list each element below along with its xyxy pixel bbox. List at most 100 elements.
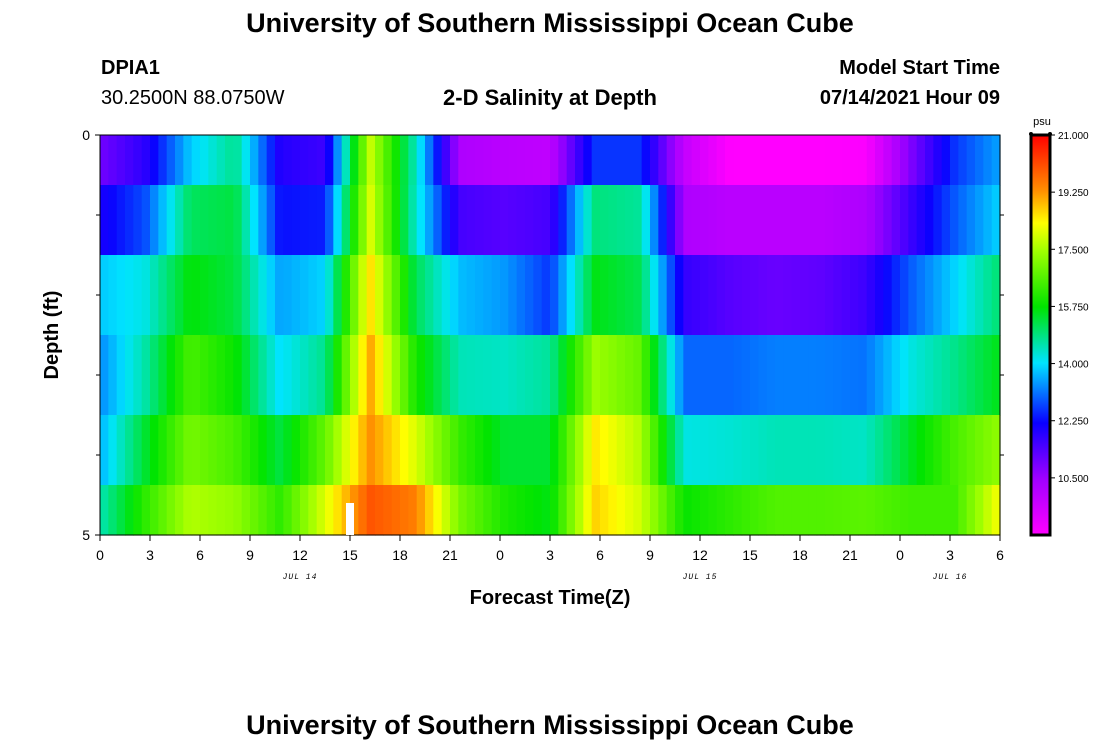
heatmap-cell xyxy=(983,185,993,256)
heatmap-cell xyxy=(708,255,718,336)
heatmap-cell xyxy=(383,335,393,416)
heatmap-cell xyxy=(675,415,684,486)
heatmap-cell xyxy=(558,135,568,186)
heatmap-cell xyxy=(983,135,993,186)
heatmap-cell xyxy=(866,135,876,186)
heatmap-cell xyxy=(675,135,684,186)
heatmap-cell xyxy=(533,185,543,256)
heatmap-cell xyxy=(808,255,818,336)
heatmap-cell xyxy=(316,135,326,186)
heatmap-cell xyxy=(191,335,201,416)
heatmap-cell xyxy=(566,415,576,486)
heatmap-cell xyxy=(350,415,359,486)
heatmap-cell xyxy=(641,485,651,536)
heatmap-cell xyxy=(750,135,759,186)
heatmap-cell xyxy=(741,485,751,536)
heatmap-cell xyxy=(941,335,951,416)
heatmap-cell xyxy=(425,135,434,186)
heatmap-cell xyxy=(275,185,284,256)
heatmap-cell xyxy=(950,415,959,486)
heatmap-cell xyxy=(691,415,701,486)
heatmap-cell xyxy=(783,255,793,336)
heatmap-cell xyxy=(441,415,451,486)
heatmap-cell xyxy=(908,185,918,256)
heatmap-cell xyxy=(975,255,984,336)
heatmap-cell xyxy=(475,335,484,416)
heatmap-cell xyxy=(841,135,851,186)
heatmap-cell xyxy=(925,135,934,186)
heatmap-cell xyxy=(233,255,243,336)
heatmap-cell xyxy=(950,255,959,336)
heatmap-cell xyxy=(633,485,643,536)
heatmap-cell xyxy=(825,255,834,336)
heatmap-cell xyxy=(300,185,309,256)
heatmap-cell xyxy=(758,335,768,416)
heatmap-cell xyxy=(516,485,526,536)
model-start-value: 07/14/2021 Hour 09 xyxy=(819,87,1000,109)
heatmap-cell xyxy=(808,185,818,256)
heatmap-cell xyxy=(141,255,151,336)
heatmap-cell xyxy=(391,185,401,256)
heatmap-cell xyxy=(175,485,184,536)
heatmap-cell xyxy=(908,485,918,536)
heatmap-cell xyxy=(475,415,484,486)
heatmap-cell xyxy=(875,485,884,536)
heatmap-cell xyxy=(900,255,909,336)
heatmap-cell xyxy=(600,135,609,186)
heatmap-cell xyxy=(816,255,826,336)
heatmap-cell xyxy=(700,415,709,486)
heatmap-cell xyxy=(591,485,601,536)
x-axis-label: Forecast Time(Z) xyxy=(470,587,631,609)
heatmap-cell xyxy=(683,135,693,186)
heatmap-cell xyxy=(475,135,484,186)
heatmap-cell xyxy=(800,485,809,536)
heatmap-cell xyxy=(225,255,234,336)
heatmap-cell xyxy=(658,335,668,416)
heatmap-cell xyxy=(816,415,826,486)
heatmap-cell xyxy=(150,415,159,486)
heatmap-cell xyxy=(525,335,534,416)
heatmap-cell xyxy=(383,415,393,486)
heatmap-cell xyxy=(833,135,843,186)
heatmap-cell xyxy=(700,335,709,416)
heatmap-cell xyxy=(858,185,868,256)
heatmap-cell xyxy=(491,135,501,186)
heatmap-cell xyxy=(400,255,409,336)
heatmap-cell xyxy=(625,135,634,186)
heatmap-cell xyxy=(725,185,734,256)
heatmap-cell xyxy=(100,485,109,536)
heatmap-cell xyxy=(700,185,709,256)
heatmap-cell xyxy=(150,335,159,416)
heatmap-cell xyxy=(241,415,251,486)
heatmap-cell xyxy=(566,185,576,256)
heatmap-cell xyxy=(233,415,243,486)
heatmap-cell xyxy=(441,255,451,336)
heatmap-cell xyxy=(783,185,793,256)
heatmap-cell xyxy=(266,255,276,336)
heatmap-cell xyxy=(450,135,459,186)
heatmap-cell xyxy=(925,485,934,536)
heatmap-cell xyxy=(450,335,459,416)
heatmap-cell xyxy=(116,135,126,186)
heatmap-cell xyxy=(500,485,509,536)
heatmap-cell xyxy=(558,415,568,486)
heatmap-cell xyxy=(641,135,651,186)
heatmap-cell xyxy=(358,135,368,186)
heatmap-cell xyxy=(833,335,843,416)
heatmap-cell xyxy=(908,135,918,186)
heatmap-cell xyxy=(858,335,868,416)
heatmap-cell xyxy=(575,335,584,416)
heatmap-cell xyxy=(858,135,868,186)
x-tick-label: 18 xyxy=(792,547,808,563)
heatmap-cell xyxy=(250,335,259,416)
heatmap-cell xyxy=(383,135,393,186)
heatmap-cell xyxy=(941,415,951,486)
heatmap-cell xyxy=(483,335,493,416)
heatmap-cell xyxy=(925,185,934,256)
heatmap-cell xyxy=(258,485,268,536)
heatmap-cell xyxy=(691,335,701,416)
x-tick-label: 12 xyxy=(692,547,708,563)
heatmap-cell xyxy=(916,335,926,416)
heatmap-cell xyxy=(766,335,776,416)
heatmap-cell xyxy=(841,485,851,536)
